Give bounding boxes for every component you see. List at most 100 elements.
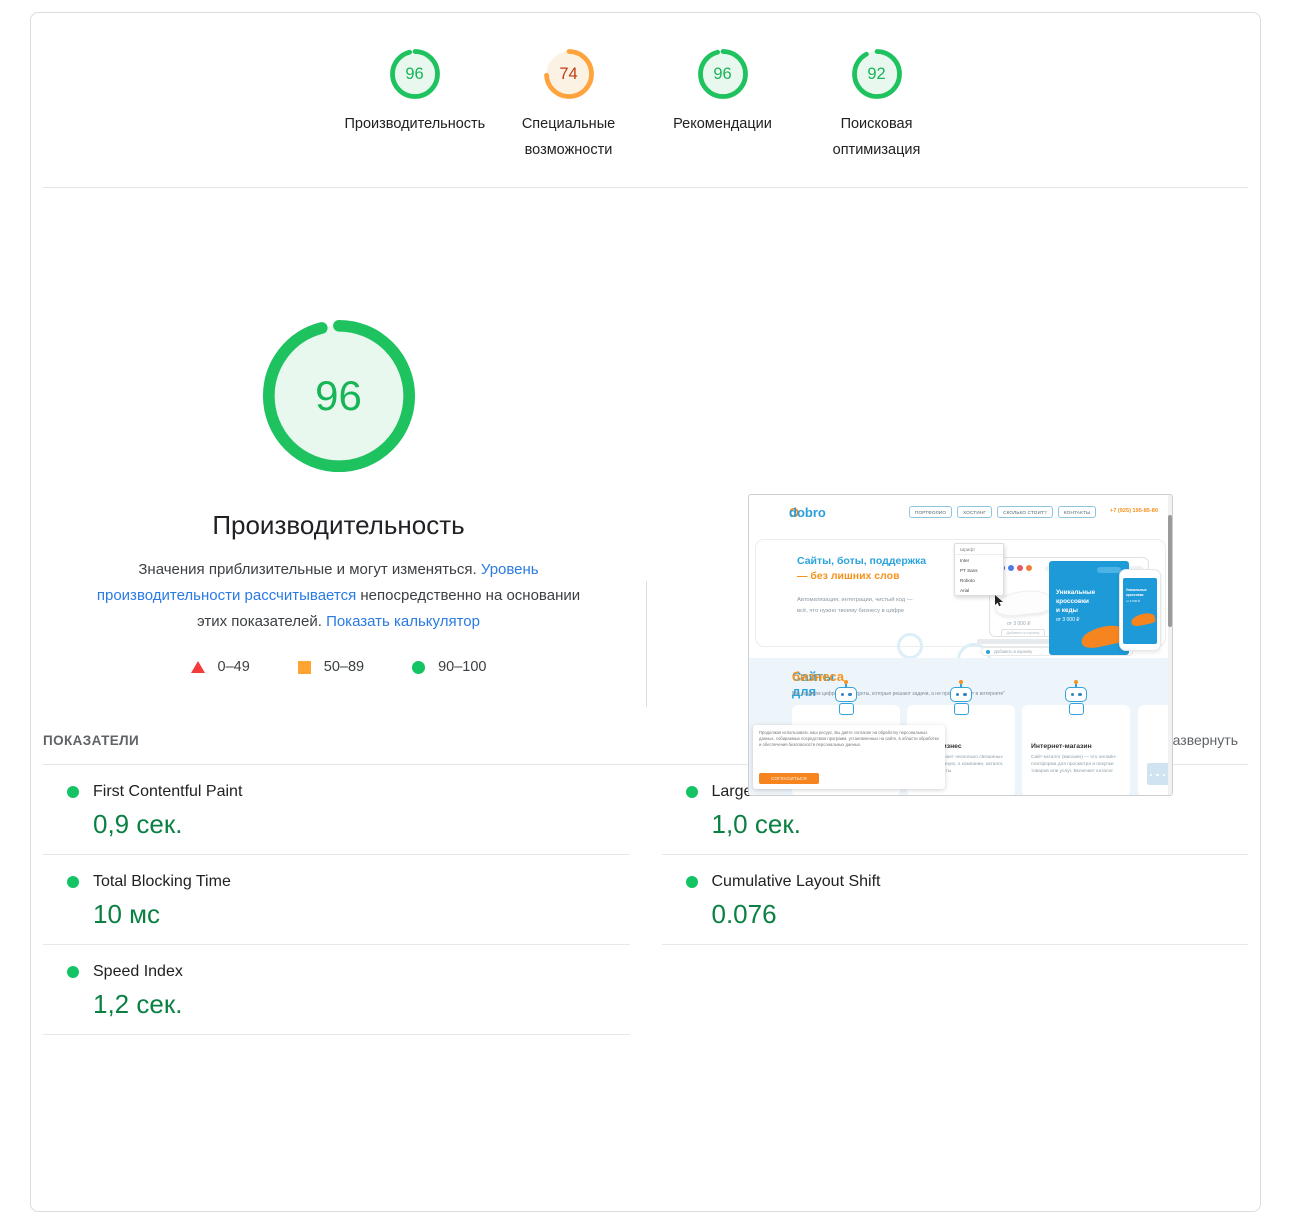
cart-dot [986,649,990,654]
metrics-right-column: Largest Contentful Paint 1,0 сек. Cumula… [661,765,1248,1035]
cookie-consent-banner: Продолжая использовать наш ресурс, Вы да… [753,725,945,789]
seo-label: Поисковая оптимизация [832,116,921,158]
sneaker-price: от 3 000 ₽ [1007,621,1031,627]
pass-range: 90–100 [438,659,487,675]
phone-promo-line-1: Уникальные [1126,588,1147,592]
best-practices-score: 96 [713,64,732,83]
metric-value: 10 мс [93,899,161,929]
category-summary: 96 Производительность 74 Специальные воз… [43,13,1248,188]
legend-pass: 90–100 [412,659,486,675]
site-nav-hosting: ХОСТИНГ [957,506,993,518]
thumbnail-scrollbar-track [1168,495,1172,795]
site-nav-contacts: КОНТАКТЫ [1057,506,1097,518]
summary-item-best-practices[interactable]: 96 Рекомендации [646,49,800,137]
score-legend: 0–49 50–89 90–100 [190,659,486,675]
card-text: Сайт-каталог (магазин) — это онлайн-плат… [1031,755,1117,774]
best-practices-gauge: 96 [697,49,748,99]
site-nav-price: СКОЛЬКО СТОИТ? [997,506,1053,518]
pass-dot-icon [67,966,79,978]
performance-main-gauge: 96 [261,318,417,474]
site-hero-body-2: всё, что нужно твоему бизнесу в цифре [797,608,905,614]
legend-fail: 0–49 [190,659,250,675]
performance-score: 96 [405,64,424,83]
site-logo-o: O [789,505,800,520]
pass-circle-icon [412,660,426,674]
phone-promo-line-2: кроссовки [1126,593,1144,597]
accessibility-label: Специальные возможности [521,116,616,158]
font-menu-item: PT Sans [960,567,978,573]
promo-line-1: Уникальные [1056,589,1096,596]
performance-label: Производительность [344,116,486,132]
metric-cls: Cumulative Layout Shift 0.076 [661,855,1248,945]
vertical-divider [646,581,647,707]
metric-name: First Contentful Paint [93,783,243,800]
metric-value: 1,0 сек. [711,809,801,839]
section-title-orange: бизнеса [792,669,845,684]
robot-illustration [1059,680,1093,726]
pass-dot-icon [67,876,79,888]
metric-value: 0,9 сек. [93,809,183,839]
site-hero-body-1: Автоматизация, интеграции, чистый код — [797,597,913,603]
phone-promo-price: от 3 000 ₽ [1126,599,1141,603]
promo-card: Уникальные кроссовки и кеды от 3 000 ₽ [1049,561,1129,655]
expand-button[interactable]: Развернуть [1163,732,1238,748]
metrics-left-column: First Contentful Paint 0,9 сек. Total Bl… [43,765,630,1035]
seo-gauge: 92 [851,49,902,99]
decor-ring [897,633,923,659]
robot-illustration [944,680,978,726]
section-title-blue: Сайты для [792,669,835,699]
metric-value: 0.076 [711,899,777,929]
performance-description: Значения приблизительные и могут изменят… [93,557,585,635]
site-logo-text: dobro [789,505,826,520]
section-subtitle: Мы создаём цифровые продукты, которые ре… [792,691,1006,697]
promo-pill [1097,567,1121,573]
description-text-2: непосредственно на основании этих показа… [197,587,581,630]
site-nav-portfolio: ПОРТФОЛИО [909,506,953,518]
promo-price: от 3 000 ₽ [1056,617,1080,623]
ui-pill [1121,566,1143,571]
metric-name: Speed Index [93,963,183,980]
accessibility-gauge: 74 [543,49,594,99]
robot-illustration [829,680,863,726]
metric-speed-index: Speed Index 1,2 сек. [43,945,630,1035]
pass-dot-icon [67,786,79,798]
average-square-icon [297,660,311,674]
performance-main-score: 96 [315,372,362,419]
mouse-cursor-icon [995,595,1003,607]
site-phone-number: +7 (925) 195-85-80 [1109,508,1158,514]
phone-mockup: Уникальные кроссовки от 3 000 ₽ [1119,569,1161,651]
metric-tbt: Total Blocking Time 10 мс [43,855,630,945]
pass-dot-icon [685,876,698,888]
cookie-accept-button: СОГЛАСИТЬСЯ [759,773,819,784]
promo-line-2: кроссовки [1056,598,1089,605]
site-business-section: Сайты для бизнеса Мы создаём цифровые пр… [749,658,1172,795]
metric-fcp: First Contentful Paint 0,9 сек. [43,765,630,855]
average-range: 50–89 [323,659,365,675]
summary-item-performance[interactable]: 96 Производительность [338,49,492,137]
description-text-1: Значения приблизительные и могут изменят… [138,561,481,578]
pass-dot-icon [685,786,698,798]
performance-gauge-block: 96 Производительность Значения приблизит… [31,188,646,675]
metric-name: Cumulative Layout Shift [711,873,881,890]
card-title: Интернет-магазин [1031,743,1092,750]
show-calculator-link[interactable]: Показать калькулятор [326,613,480,630]
font-menu-item: Arial [960,587,970,593]
report-card: 96 Производительность 74 Специальные воз… [30,12,1261,1212]
legend-average: 50–89 [297,659,365,675]
summary-item-seo[interactable]: 92 Поисковая оптимизация [800,49,954,163]
font-menu-item: Inter [960,557,970,563]
phone-screen: Уникальные кроссовки от 3 000 ₽ [1123,578,1157,644]
font-menu-header: Шрифт [955,544,1003,555]
calculation-link[interactable]: Уровень производительности рассчитываетс… [96,561,539,604]
best-practices-label: Рекомендации [673,116,772,132]
performance-title: Производительность [212,510,465,540]
summary-item-accessibility[interactable]: 74 Специальные возможности [492,49,646,163]
site-hero-title-2: — без лишних слов [797,570,900,582]
cookie-text: Продолжая использовать наш ресурс, Вы да… [759,730,939,747]
accessibility-score: 74 [559,64,578,83]
metric-name: Total Blocking Time [93,873,231,890]
promo-line-3: и кеды [1056,607,1078,614]
font-menu-item: Roboto [960,577,975,583]
cart-bar-label: Добавить в корзину [994,648,1033,654]
